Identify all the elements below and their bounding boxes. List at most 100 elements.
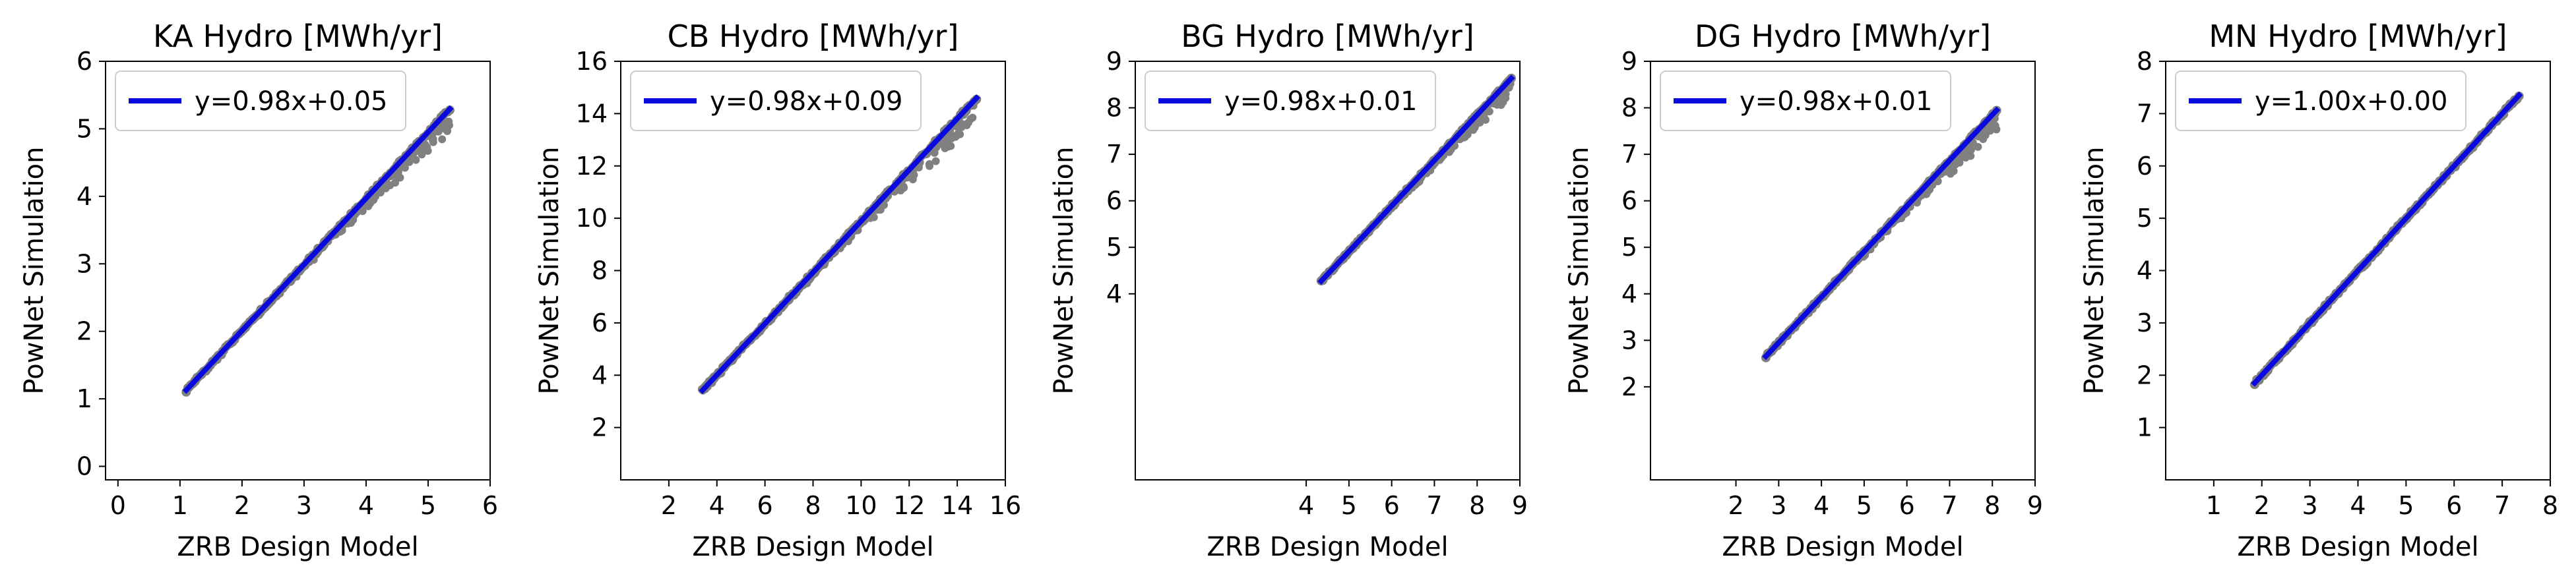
x-axis-label: ZRB Design Model [177,532,418,562]
legend: y=0.98x+0.09 [630,71,922,131]
x-tick-label: 4 [1298,491,1314,520]
plot-area [2249,91,2524,390]
chart-title: MN Hydro [MWh/yr] [2209,18,2507,54]
y-tick-label: 3 [2137,308,2152,337]
y-tick-label: 1 [77,384,92,413]
x-axis-label: ZRB Design Model [1722,532,1963,562]
y-tick-label: 4 [1621,279,1637,308]
y-axis-label: PowNet Simulation [2079,147,2110,395]
x-tick-label: 16 [990,491,1021,520]
y-tick-label: 2 [77,317,92,346]
y-tick-label: 4 [77,182,92,211]
subplot-1: 0 1 2 3 4 5 6 0 1 2 3 4 5 6 KA Hydro [MWh/yr] ZRB Desig… [19,18,498,562]
x-tick-label: 3 [2302,491,2318,520]
data-point [1974,142,1982,151]
fit-line [2251,91,2523,387]
legend-label: y=0.98x+0.05 [195,86,388,117]
x-tick-label: 1 [172,491,188,520]
x-tick-label: 4 [709,491,725,520]
data-point [443,127,452,135]
data-point [438,135,447,144]
y-tick-label: 4 [1106,279,1122,308]
legend: y=0.98x+0.01 [1660,71,1951,131]
data-point [908,175,917,184]
subplot-2: 2 4 6 8 10 12 14 16 2 4 6 8 10 12 14 16 CB Hydro [MWh/yr… [534,18,1021,562]
y-tick-label: 6 [2137,152,2152,181]
data-point [931,157,940,165]
x-tick-label: 2 [2254,491,2270,520]
x-tick-label: 5 [420,491,436,520]
x-axis-label: ZRB Design Model [2237,532,2478,562]
x-tick-label: 2 [661,491,677,520]
y-tick-label: 3 [77,249,92,278]
chart-title: KA Hydro [MWh/yr] [153,18,443,54]
x-tick-label: 12 [893,491,925,520]
x-tick-label: 4 [1813,491,1829,520]
y-tick-label: 2 [592,413,608,442]
data-point [1981,131,1990,140]
y-tick-label: 8 [592,256,608,285]
axes-frame [1135,61,1521,480]
x-tick-label: 9 [2027,491,2043,520]
x-tick-label: 7 [1941,491,1957,520]
y-tick-label: 10 [576,204,608,233]
chart-title: CB Hydro [MWh/yr] [668,18,959,54]
y-axis-label: PowNet Simulation [1049,147,1079,395]
y-tick-label: 7 [2137,99,2152,128]
x-tick-label: 14 [941,491,973,520]
x-tick-label: 4 [358,491,374,520]
x-tick-label: 8 [805,491,821,520]
y-axis-label: PowNet Simulation [19,147,49,395]
fit-line [1762,106,2001,361]
y-tick-label: 1 [2137,413,2152,442]
x-tick-label: 7 [1426,491,1442,520]
plot-area [181,105,455,397]
y-tick-label: 8 [1621,94,1637,123]
x-tick-label: 5 [2398,491,2414,520]
x-tick-label: 4 [2350,491,2366,520]
legend: y=0.98x+0.05 [115,71,406,131]
y-axis-label: PowNet Simulation [534,147,565,395]
x-tick-label: 6 [2446,491,2462,520]
y-tick-label: 14 [576,99,608,128]
legend-box [115,71,406,131]
data-point [926,161,934,170]
x-tick-label: 9 [1512,491,1528,520]
x-tick-label: 6 [1899,491,1915,520]
data-point [396,173,404,182]
legend-box [1660,71,1951,131]
x-tick-label: 8 [1469,491,1485,520]
x-tick-label: 6 [1384,491,1400,520]
y-tick-label: 0 [77,452,92,481]
legend-box [1145,71,1436,131]
data-point [1482,115,1490,124]
y-tick-label: 6 [1106,187,1122,216]
fit-line [182,105,454,394]
y-tick-label: 12 [576,152,608,181]
x-tick-label: 6 [482,491,498,520]
legend-label: y=0.98x+0.09 [710,86,903,117]
data-point [941,144,949,152]
plot-area [697,94,982,395]
x-tick-label: 0 [110,491,126,520]
x-axis-label: ZRB Design Model [692,532,933,562]
data-point [1497,94,1506,103]
x-tick-label: 7 [2494,491,2510,520]
x-tick-label: 10 [845,491,877,520]
legend-label: y=1.00x+0.00 [2255,86,2448,117]
y-tick-label: 6 [1621,187,1637,216]
x-tick-label: 8 [1984,491,2000,520]
y-tick-label: 16 [576,47,608,76]
y-tick-label: 8 [1106,94,1122,123]
plot-area [1316,73,1517,286]
legend-label: y=0.98x+0.01 [1740,86,1933,117]
y-tick-label: 8 [2137,47,2152,76]
plot-area [1761,105,2001,363]
data-point [1992,125,2001,134]
chart-title: BG Hydro [MWh/yr] [1181,18,1474,54]
x-tick-label: 1 [2206,491,2222,520]
y-tick-label: 4 [592,361,608,390]
y-tick-label: 5 [1106,233,1122,262]
